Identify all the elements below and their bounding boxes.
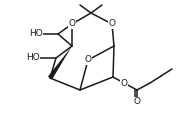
Polygon shape — [48, 46, 72, 79]
Text: O: O — [134, 97, 141, 107]
Text: O: O — [120, 79, 127, 87]
Text: O: O — [69, 20, 76, 28]
Text: HO: HO — [26, 54, 40, 62]
Text: HO: HO — [29, 30, 43, 39]
Text: O: O — [84, 55, 91, 64]
Text: O: O — [108, 20, 115, 28]
